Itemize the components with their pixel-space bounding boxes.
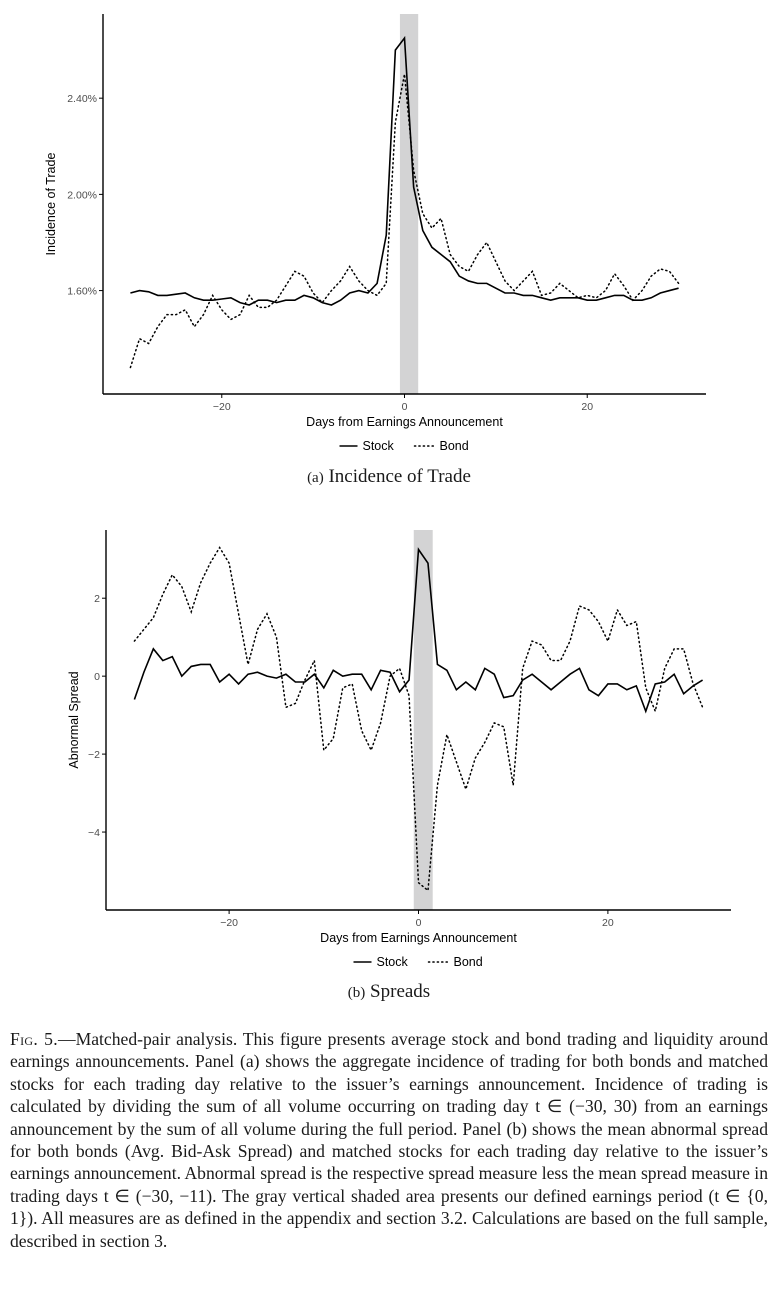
panel-b-y-axis-title: Abnormal Spread <box>67 671 81 768</box>
panel-a-x-tick-label: −20 <box>213 401 231 413</box>
panel-b-y-tick-label: 2 <box>94 593 100 605</box>
panel-a-earnings-period-shade <box>399 14 419 394</box>
panel-a-legend-stock-label: Stock <box>363 439 395 453</box>
panel-a-y-tick-label: 2.00% <box>67 189 97 201</box>
panel-b-bond-series-line <box>133 546 704 892</box>
panel-b-legend: Stock Bond <box>353 955 483 969</box>
panel-b-x-tick-label: 0 <box>416 917 422 929</box>
panel-b-x-tick-label: 20 <box>602 917 614 929</box>
panel-a-caption: (a) Incidence of Trade <box>0 466 778 488</box>
panel-a-y-axis-title: Incidence of Trade <box>44 153 58 256</box>
panel-a-y-tick-label: 2.40% <box>67 93 97 105</box>
panel-b-x-axis-title: Days from Earnings Announcement <box>320 931 517 945</box>
panel-a-title: Incidence of Trade <box>328 466 471 487</box>
panel-a-x-tick-label: 20 <box>581 401 593 413</box>
panel-b-y-tick-label: 0 <box>94 671 100 683</box>
figure-label: Fig. 5. <box>10 1029 58 1049</box>
panel-b-legend-bond-label: Bond <box>454 955 483 969</box>
panel-b-stock-series-line <box>133 547 704 714</box>
panel-b-y-tick-label: −2 <box>88 749 100 761</box>
incidence-of-trade-chart: 1.60% 2.00% 2.40% −20 0 20 Days from Earnings … <box>44 14 706 453</box>
panel-b-earnings-period-shade <box>413 530 433 910</box>
figure-title: Matched-pair analysis. <box>75 1029 238 1049</box>
panel-a-legend-bond-label: Bond <box>440 439 469 453</box>
panel-b-legend-stock-label: Stock <box>377 955 409 969</box>
panel-a-y-tick-label: 1.60% <box>67 286 97 298</box>
panel-b-caption: (b) Spreads <box>0 981 778 1003</box>
figure-caption: Fig. 5.—Matched-pair analysis. This figu… <box>10 1029 768 1251</box>
figure-caption-body: This figure presents average stock and b… <box>10 1029 768 1251</box>
panel-a-stock-series-line <box>130 35 679 306</box>
panel-a-x-tick-label: 0 <box>402 401 408 413</box>
panel-b-title: Spreads <box>370 981 431 1002</box>
panel-a-tag: (a) <box>307 470 324 486</box>
panel-a-legend: Stock Bond <box>339 439 469 453</box>
panel-b-tag: (b) <box>347 985 366 1001</box>
panel-b-x-tick-label: −20 <box>220 917 238 929</box>
panel-a-x-axis-title: Days from Earnings Announcement <box>306 415 503 429</box>
panel-a-bond-series-line <box>129 73 680 369</box>
panel-b-y-tick-label: −4 <box>88 827 100 839</box>
